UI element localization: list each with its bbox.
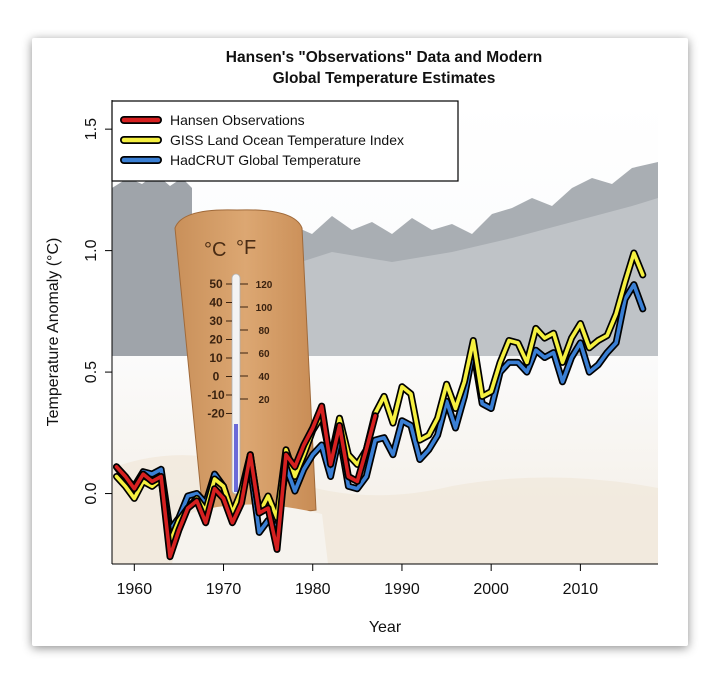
fahrenheit-scale-label: 20 <box>258 395 270 406</box>
x-tick-label: 1980 <box>295 581 331 598</box>
x-ticks: 1960 1970 1980 1990 2000 2010 <box>117 564 599 598</box>
series-line-hadcrut-global-temperature <box>114 282 645 535</box>
x-tick-label: 1970 <box>206 581 242 598</box>
celsius-scale-label: 50 <box>209 277 223 291</box>
x-tick-label: 2010 <box>563 581 599 598</box>
series-line-hansen-observations <box>114 404 378 559</box>
y-tick-label: 0.0 <box>83 482 100 504</box>
fahrenheit-scale-label: 120 <box>256 280 273 291</box>
y-axis-label: Temperature Anomaly (°C) <box>45 238 62 427</box>
y-tick-label: 0.5 <box>83 361 100 383</box>
celsius-scale-label: 40 <box>209 296 223 310</box>
thermometer-celsius-label: °C <box>204 239 226 261</box>
x-tick-label: 2000 <box>473 581 509 598</box>
celsius-scale-label: 0 <box>213 370 220 384</box>
fahrenheit-scale-label: 40 <box>258 372 270 383</box>
celsius-scale-label: -10 <box>207 388 225 402</box>
series-layer <box>113 249 647 561</box>
celsius-scale-label: 30 <box>209 314 223 328</box>
x-tick-label: 1960 <box>117 581 153 598</box>
celsius-scale-label: -20 <box>207 407 225 421</box>
thermometer-fahrenheit-label: °F <box>236 237 256 259</box>
celsius-scale-label: 10 <box>209 351 223 365</box>
chart-card: Hansen's "Observations" Data and Modern … <box>32 38 688 646</box>
x-tick-label: 1990 <box>384 581 420 598</box>
chart-svg: Hansen's "Observations" Data and Modern … <box>45 49 658 636</box>
y-ticks: 0.0 0.5 1.0 1.5 <box>83 118 112 505</box>
fahrenheit-scale-label: 60 <box>258 349 270 360</box>
celsius-scale-label: 20 <box>209 333 223 347</box>
snowy-trees-left <box>112 174 192 358</box>
legend-label-hadcrut-global-temperature: HadCRUT Global Temperature <box>170 152 361 168</box>
legend: Hansen Observations GISS Land Ocean Tempe… <box>111 100 459 182</box>
series-line-giss-land-ocean-temperature-index <box>114 251 645 544</box>
x-axis-label: Year <box>369 619 402 636</box>
y-tick-label: 1.0 <box>83 239 100 261</box>
celsius-scale: 50 40 30 20 10 0 -10 -20 <box>207 277 232 421</box>
fahrenheit-scale: 120 100 80 60 40 20 <box>240 280 273 406</box>
y-tick-label: 1.5 <box>83 118 100 140</box>
legend-label-giss-land-ocean-temperature-index: GISS Land Ocean Temperature Index <box>170 132 404 148</box>
chart-title-line1: Hansen's "Observations" Data and Modern <box>226 49 542 66</box>
fahrenheit-scale-label: 100 <box>256 303 273 314</box>
legend-label-hansen-observations: Hansen Observations <box>170 112 305 128</box>
chart-title-line2: Global Temperature Estimates <box>273 70 496 87</box>
legend-box <box>111 100 459 182</box>
fahrenheit-scale-label: 80 <box>258 326 270 337</box>
